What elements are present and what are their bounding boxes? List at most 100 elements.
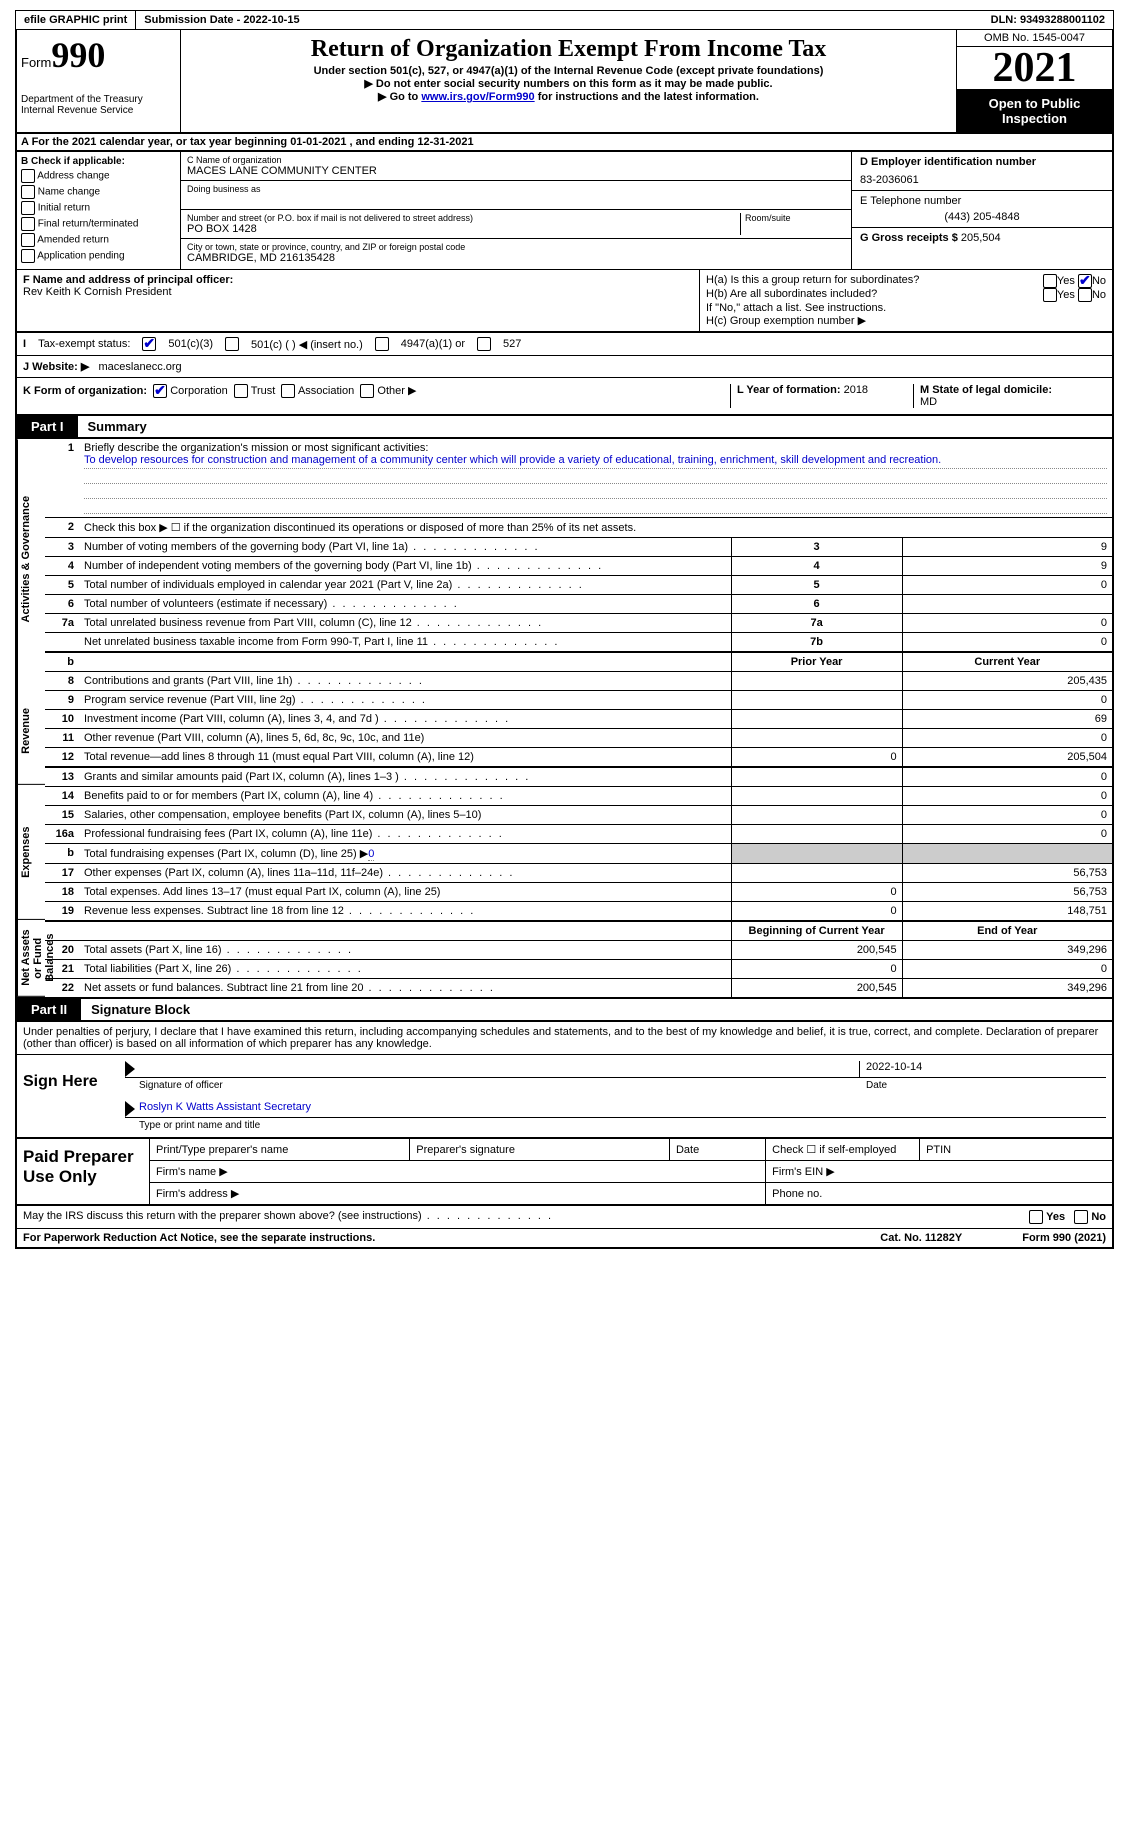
sig-officer-label: Signature of officer: [139, 1080, 866, 1091]
sig-date-label: Date: [866, 1080, 1106, 1091]
vtab-expenses: Expenses: [17, 785, 45, 920]
chk-4947[interactable]: [375, 337, 389, 351]
line-11: Other revenue (Part VIII, column (A), li…: [84, 732, 424, 744]
lbl-trust: Trust: [251, 385, 276, 397]
py-22: 200,545: [731, 979, 902, 998]
lbl-discuss-no: No: [1091, 1211, 1106, 1223]
line-5: Total number of individuals employed in …: [84, 579, 584, 591]
line-6: Total number of volunteers (estimate if …: [84, 598, 459, 610]
city-value: CAMBRIDGE, MD 216135428: [187, 252, 845, 264]
line-2: Check this box ▶ ☐ if the organization d…: [79, 518, 1112, 538]
arrow-icon-2: [125, 1101, 135, 1117]
irs-label: Internal Revenue Service: [21, 105, 176, 116]
chk-final-return[interactable]: [21, 217, 35, 231]
form-note-2-pre: ▶ Go to: [378, 91, 421, 103]
form-note-1: ▶ Do not enter social security numbers o…: [185, 77, 952, 90]
self-employed-hdr: Check ☐ if self-employed: [766, 1139, 920, 1161]
website-value: maceslanecc.org: [99, 361, 182, 373]
py-19: 0: [731, 902, 902, 922]
tax-status-label: Tax-exempt status:: [38, 338, 130, 350]
domicile-value: MD: [920, 396, 937, 408]
line-14: Benefits paid to or for members (Part IX…: [84, 790, 505, 802]
irs-link[interactable]: www.irs.gov/Form990: [421, 91, 534, 103]
chk-corp[interactable]: [153, 384, 167, 398]
open-to-public: Open to Public Inspection: [957, 90, 1112, 132]
cy-12: 205,504: [902, 748, 1112, 768]
lbl-yes: Yes: [1057, 275, 1075, 287]
form-title: Return of Organization Exempt From Incom…: [185, 36, 952, 63]
form-header: Form990 Department of the Treasury Inter…: [15, 30, 1114, 134]
cy-18: 56,753: [902, 883, 1112, 902]
line-15: Salaries, other compensation, employee b…: [84, 809, 481, 821]
ha-yes[interactable]: [1043, 274, 1057, 288]
cy-11: 0: [902, 729, 1112, 748]
chk-initial-return[interactable]: [21, 201, 35, 215]
line-7b: Net unrelated business taxable income fr…: [84, 636, 559, 648]
chk-other[interactable]: [360, 384, 374, 398]
discuss-no[interactable]: [1074, 1210, 1088, 1224]
firm-phone: Phone no.: [766, 1183, 1112, 1205]
cy-17: 56,753: [902, 864, 1112, 883]
part-2-title: Signature Block: [81, 999, 200, 1020]
efile-print-button[interactable]: efile GRAPHIC print: [16, 11, 136, 29]
val-6: [902, 595, 1112, 614]
preparer-sig-hdr: Preparer's signature: [410, 1139, 670, 1161]
py-21: 0: [731, 960, 902, 979]
city-label: City or town, state or province, country…: [187, 242, 845, 252]
chk-amended[interactable]: [21, 233, 35, 247]
form-org-label: K Form of organization:: [23, 385, 147, 397]
officer-label: F Name and address of principal officer:: [23, 274, 233, 286]
lbl-amended: Amended return: [37, 235, 109, 246]
ein-value: 83-2036061: [860, 174, 1104, 186]
col-b-header: B Check if applicable:: [21, 156, 176, 167]
line-8: Contributions and grants (Part VIII, lin…: [84, 675, 424, 687]
footer-right: Form 990 (2021): [1022, 1232, 1106, 1244]
firm-name: Firm's name ▶: [150, 1161, 766, 1183]
cy-15: 0: [902, 806, 1112, 825]
py-12: 0: [731, 748, 902, 768]
chk-trust[interactable]: [234, 384, 248, 398]
hb-label: H(b) Are all subordinates included?: [706, 288, 877, 302]
topbar: efile GRAPHIC print Submission Date - 20…: [15, 10, 1114, 30]
line-16b: Total fundraising expenses (Part IX, col…: [84, 848, 368, 860]
lbl-no-2: No: [1092, 289, 1106, 301]
chk-app-pending[interactable]: [21, 249, 35, 263]
chk-527[interactable]: [477, 337, 491, 351]
chk-501c[interactable]: [225, 337, 239, 351]
line-4: Number of independent voting members of …: [84, 560, 603, 572]
hb-note: If "No," attach a list. See instructions…: [706, 302, 1106, 314]
cy-9: 0: [902, 691, 1112, 710]
py-20: 200,545: [731, 941, 902, 960]
val-7a: 0: [902, 614, 1112, 633]
current-year-hdr: Current Year: [902, 652, 1112, 672]
submission-date: Submission Date - 2022-10-15: [136, 11, 307, 29]
preparer-name-hdr: Print/Type preparer's name: [150, 1139, 410, 1161]
cy-21: 0: [902, 960, 1112, 979]
discuss-yes[interactable]: [1029, 1210, 1043, 1224]
dept-treasury: Department of the Treasury: [21, 94, 176, 105]
chk-name-change[interactable]: [21, 185, 35, 199]
lbl-no: No: [1092, 275, 1106, 287]
hb-yes[interactable]: [1043, 288, 1057, 302]
ha-no[interactable]: [1078, 274, 1092, 288]
domicile-label: M State of legal domicile:: [920, 384, 1052, 396]
chk-address-change[interactable]: [21, 169, 35, 183]
hb-no[interactable]: [1078, 288, 1092, 302]
officer-value: Rev Keith K Cornish President: [23, 286, 172, 298]
chk-501c3[interactable]: [142, 337, 156, 351]
discuss-question: May the IRS discuss this return with the…: [23, 1210, 553, 1224]
footer-left: For Paperwork Reduction Act Notice, see …: [23, 1232, 375, 1244]
telephone-value: (443) 205-4848: [860, 211, 1104, 223]
boy-hdr: Beginning of Current Year: [731, 921, 902, 941]
lbl-corp: Corporation: [170, 385, 227, 397]
line-17: Other expenses (Part IX, column (A), lin…: [84, 867, 514, 879]
line-9: Program service revenue (Part VIII, line…: [84, 694, 427, 706]
cy-13: 0: [902, 767, 1112, 787]
room-label: Room/suite: [745, 213, 845, 223]
chk-assoc[interactable]: [281, 384, 295, 398]
hc-label: H(c) Group exemption number ▶: [706, 314, 1106, 327]
firm-ein: Firm's EIN ▶: [766, 1161, 1112, 1183]
lbl-501c: 501(c) ( ) ◀ (insert no.): [251, 338, 363, 351]
vtab-activities: Activities & Governance: [17, 439, 45, 679]
signer-name: Roslyn K Watts Assistant Secretary: [139, 1101, 1106, 1117]
